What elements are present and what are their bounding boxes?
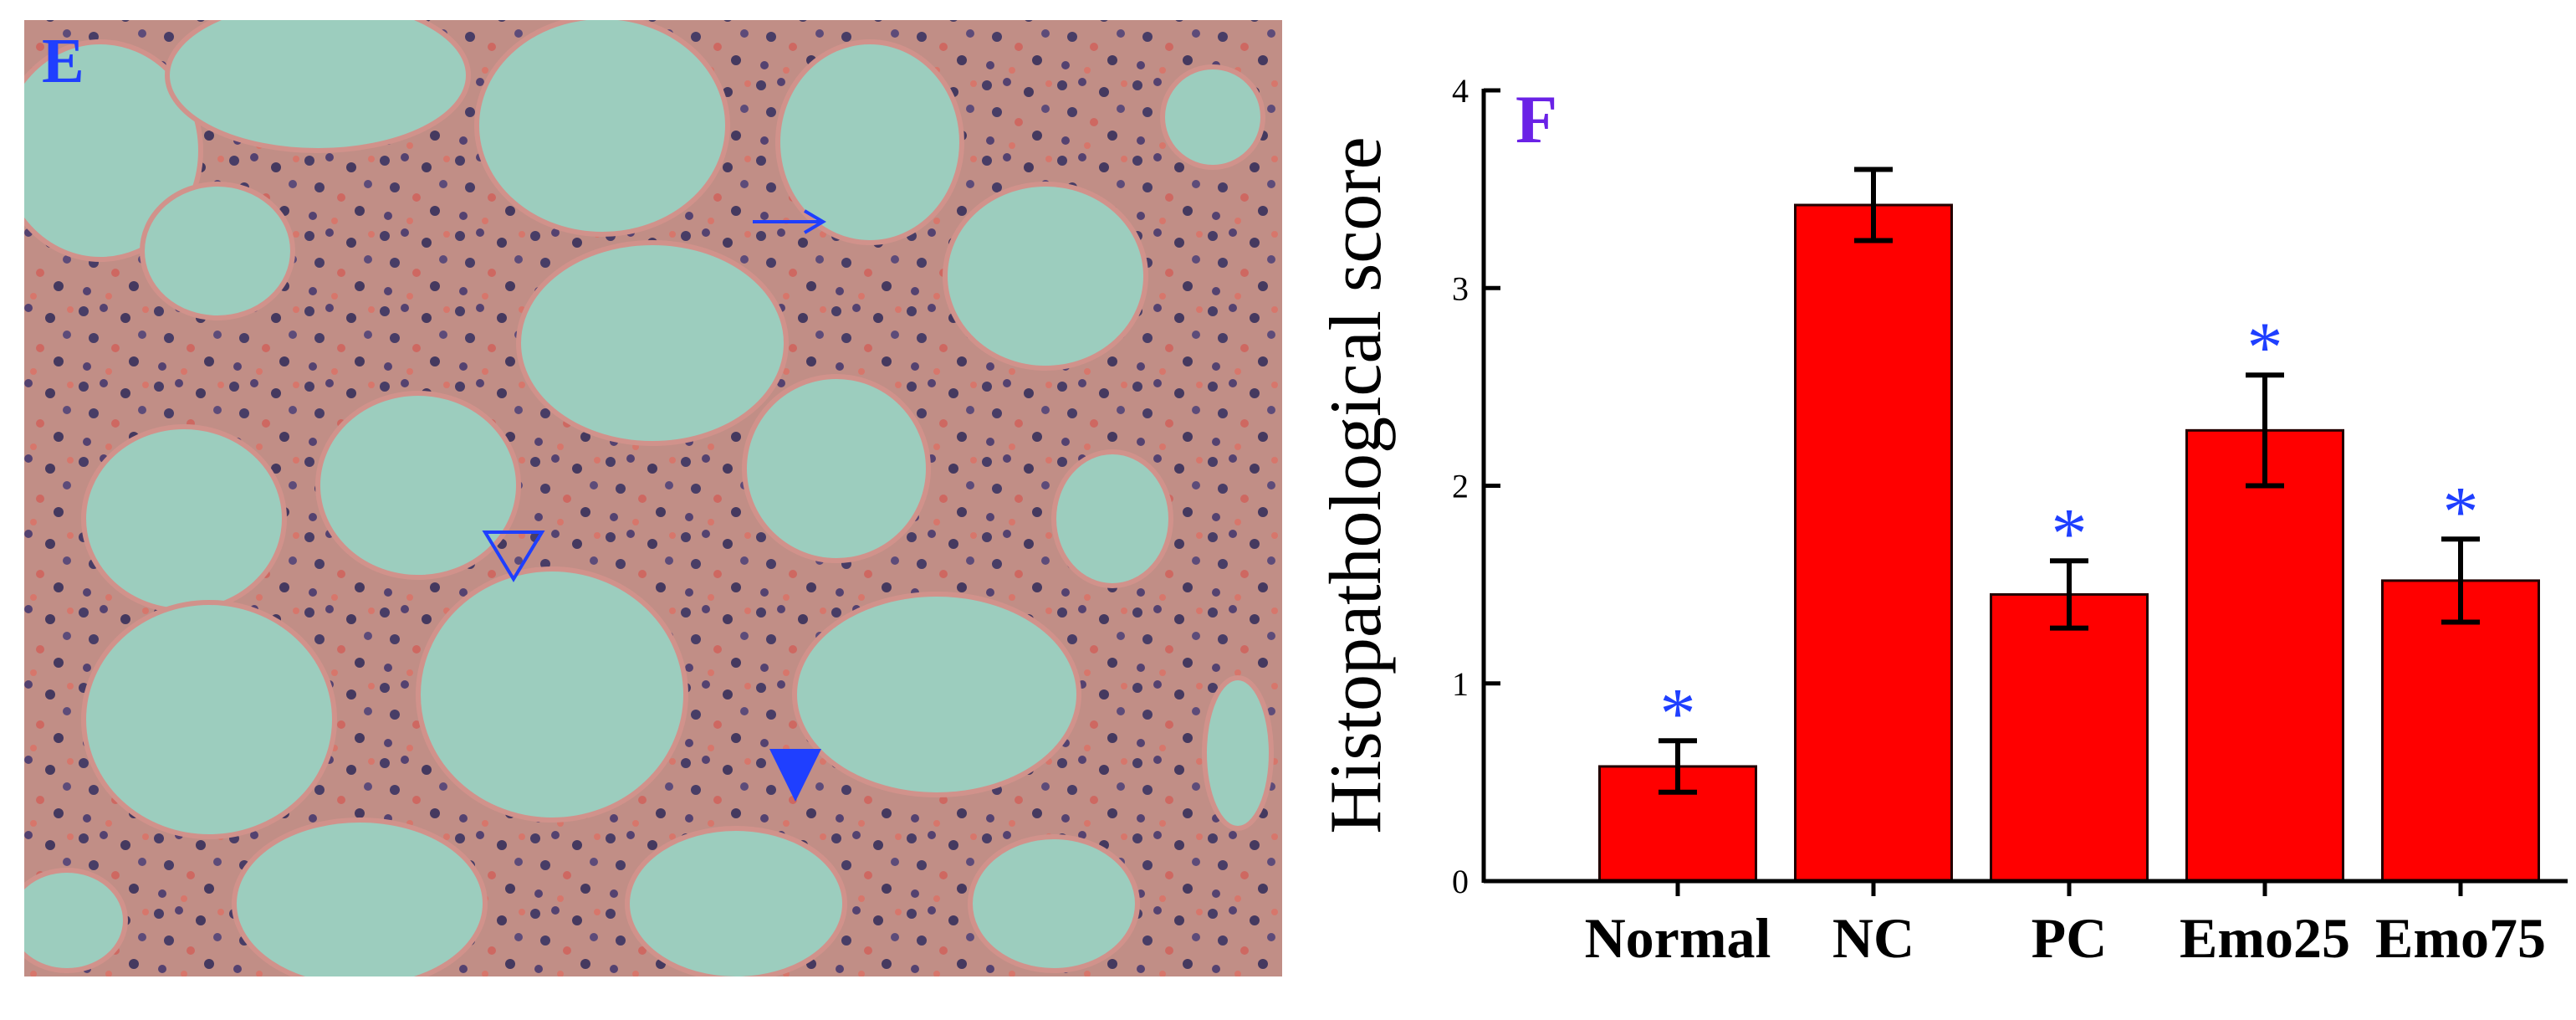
bar [2381,579,2540,883]
y-tick-label: 1 [1452,665,1469,703]
bar [1794,203,1953,883]
y-tick-label: 4 [1452,72,1469,110]
x-tick-label: Emo25 [2180,906,2350,970]
significance-marker: * [1660,673,1696,753]
x-tick-label: Emo75 [2375,906,2546,970]
x-tick-label: NC [1832,906,1914,970]
annotation-arrows [482,209,826,802]
bar [1990,592,2149,883]
y-tick-label: 2 [1452,468,1469,505]
x-tick-label: PC [2032,906,2108,970]
significance-marker: * [2443,471,2479,551]
significance-marker: * [2247,307,2283,387]
x-tick-label: Normal [1585,906,1771,970]
panel-label: E [42,26,84,96]
y-axis-label: Histopathological score [1316,136,1397,833]
significance-marker: * [2052,493,2088,573]
micrograph [24,20,1282,976]
y-tick-label: 3 [1452,269,1469,307]
bar [2185,428,2344,883]
y-tick-label: 0 [1452,863,1469,900]
panel-label: F [1515,81,1557,157]
